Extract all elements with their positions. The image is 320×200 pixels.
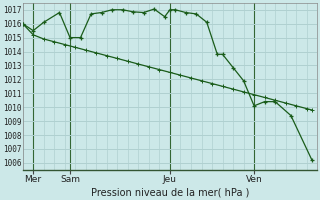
X-axis label: Pression niveau de la mer( hPa ): Pression niveau de la mer( hPa )	[91, 187, 249, 197]
